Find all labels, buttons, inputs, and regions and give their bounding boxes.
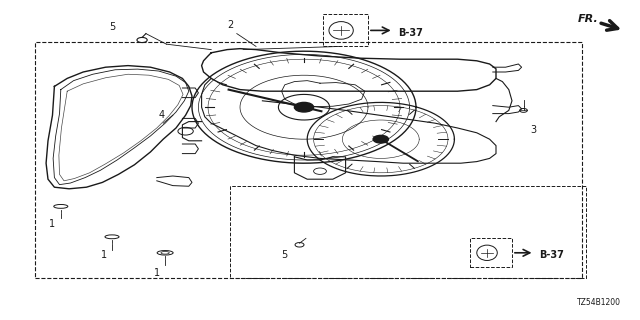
Text: 1: 1	[154, 268, 160, 278]
Bar	[35, 42, 582, 278]
Text: 4: 4	[159, 110, 165, 120]
Bar	[230, 186, 586, 278]
Text: 1: 1	[49, 219, 56, 229]
Bar	[470, 238, 512, 267]
Text: TZ54B1200: TZ54B1200	[577, 298, 621, 307]
Text: 2: 2	[227, 20, 234, 30]
Text: 5: 5	[109, 22, 115, 32]
Text: 1: 1	[100, 250, 107, 260]
Text: B-37: B-37	[398, 28, 423, 38]
Text: 5: 5	[281, 250, 287, 260]
Bar	[323, 14, 368, 46]
Text: FR.: FR.	[577, 14, 598, 24]
Circle shape	[373, 135, 388, 143]
Circle shape	[294, 102, 314, 112]
Text: B-37: B-37	[539, 250, 564, 260]
Text: 3: 3	[530, 124, 536, 135]
